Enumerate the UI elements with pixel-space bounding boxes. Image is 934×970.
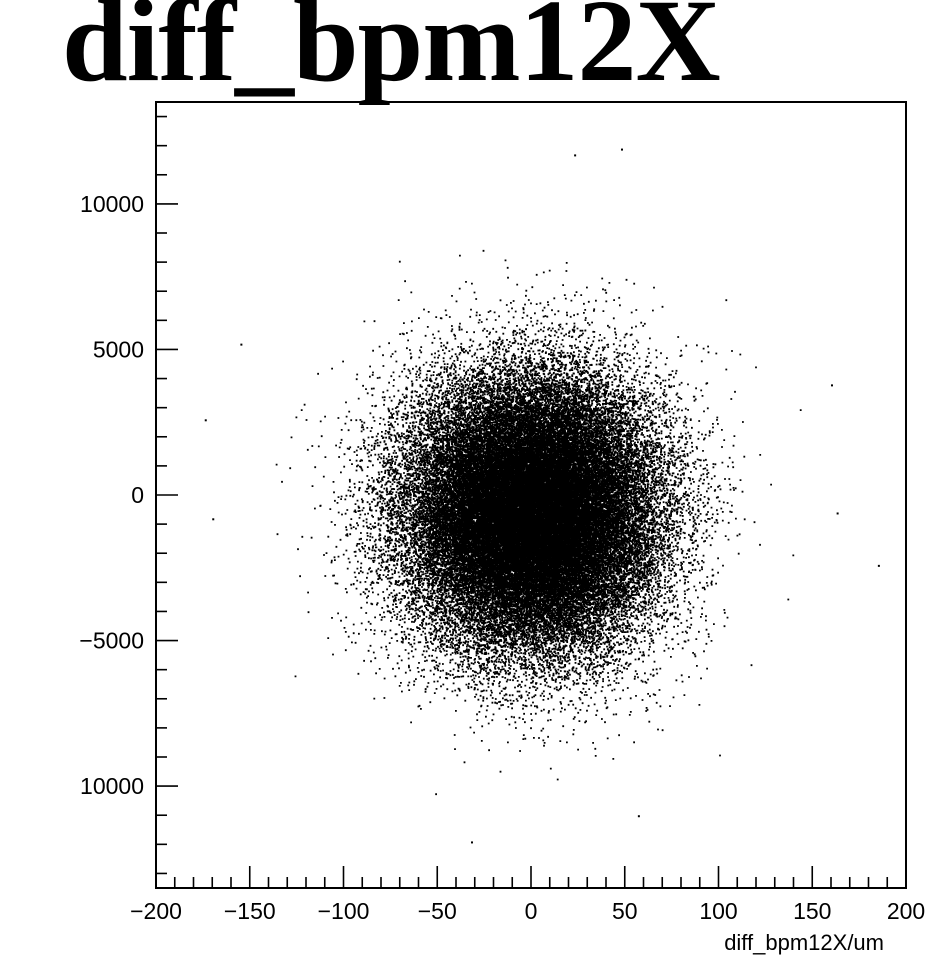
y-tick-label: 10000 [80,773,144,799]
outlier-point-2 [836,512,839,515]
outlier-point-4 [212,518,215,521]
y-tick-label: 10000 [80,191,144,217]
outlier-point-1 [831,384,833,387]
y-tick-label: −5000 [79,628,144,654]
x-tick-label: 50 [612,898,638,924]
outlier-point-0 [877,564,880,567]
y-tick-label: 0 [131,482,144,508]
outlier-point-8 [471,841,473,844]
x-axis-title: diff_bpm12X/um [724,930,884,955]
y-axis: 10000 5000 0 −5000 10000 [79,115,178,875]
x-tick-label: −100 [318,898,370,924]
outlier-point-6 [621,148,623,151]
x-tick-label: −50 [418,898,457,924]
x-tick-label: 150 [793,898,831,924]
x-tick-label: 200 [887,898,925,924]
chart-title: diff_bpm12X [62,0,721,106]
x-tick-label: 100 [699,898,737,924]
x-tick-label: 0 [525,898,538,924]
outlier-point-9 [637,815,640,818]
point-cloud [275,249,802,796]
outlier-point-5 [240,343,243,346]
x-axis: −200 −150 −100 −50 0 50 100 150 200 [130,866,925,924]
data-points [204,148,880,844]
x-tick-label: −150 [224,898,276,924]
outlier-point-3 [204,419,207,422]
y-tick-label: 5000 [93,336,144,362]
outlier-point-7 [574,154,577,157]
x-tick-label: −200 [130,898,182,924]
